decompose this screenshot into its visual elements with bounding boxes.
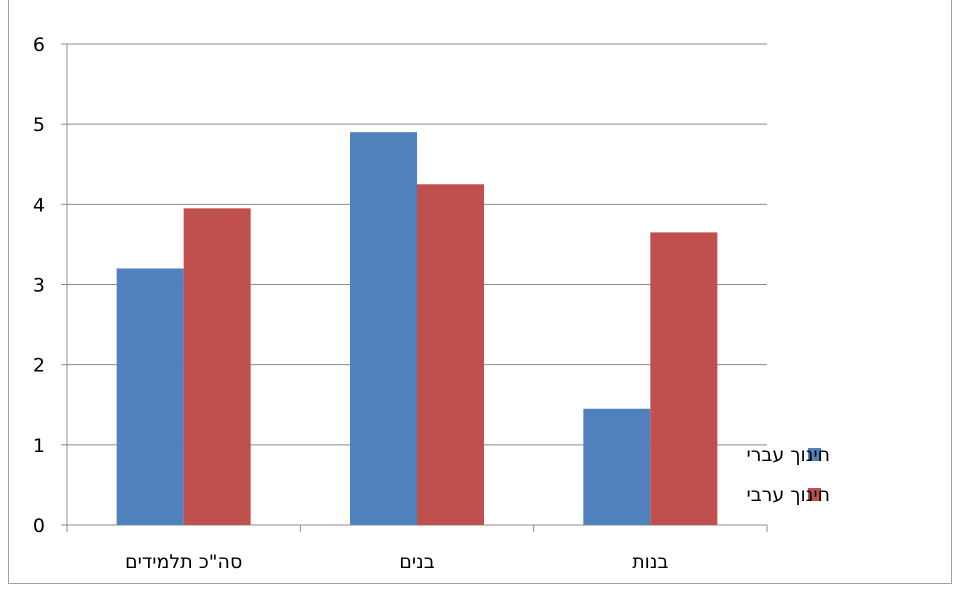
bar (183, 208, 251, 525)
bar (650, 232, 718, 525)
category-labels: סה"כ תלמידים בנים בנות (125, 551, 668, 573)
bar (116, 268, 184, 525)
y-tick-label: 1 (33, 435, 45, 457)
legend-label: חינוך עברי (746, 444, 830, 466)
y-tick-label: 5 (33, 114, 45, 136)
bar (350, 132, 417, 525)
legend-swatch (808, 488, 821, 501)
y-tick-label: 6 (33, 34, 45, 56)
legend: חינוך עברי חינוך ערבי (746, 444, 830, 506)
bar (583, 408, 651, 525)
legend-label: חינוך ערבי (746, 484, 830, 506)
bars (116, 132, 718, 525)
category-label: בנות (632, 551, 668, 573)
bar (417, 184, 484, 525)
y-tick-label: 0 (33, 515, 45, 537)
y-tick-labels: 0 1 2 3 4 5 6 (33, 34, 45, 537)
category-label: סה"כ תלמידים (125, 551, 242, 573)
y-tick-label: 3 (33, 275, 45, 297)
y-tick-label: 4 (33, 194, 45, 216)
y-tick-label: 2 (33, 355, 45, 377)
category-label: בנים (399, 551, 434, 573)
legend-swatch (808, 448, 821, 461)
